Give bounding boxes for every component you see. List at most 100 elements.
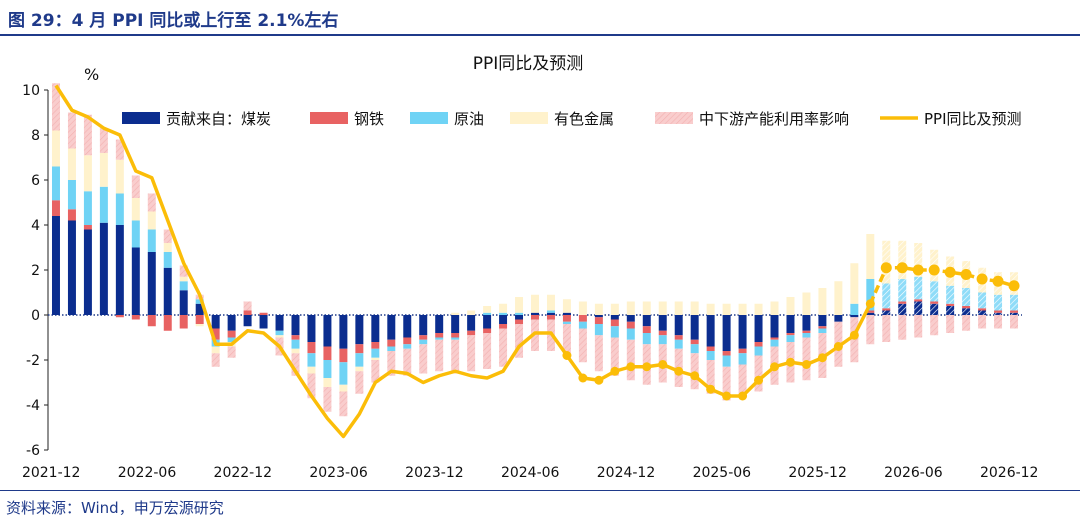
bar-segment-3 — [99, 153, 108, 187]
bar-segment-3 — [291, 348, 300, 354]
bar-segment-4 — [978, 315, 987, 329]
source-rule — [0, 490, 1080, 491]
bar-segment-2 — [946, 285, 955, 304]
bar-segment-3 — [467, 310, 476, 315]
ppi-point — [992, 275, 1004, 287]
y-tick-label: 4 — [31, 218, 40, 234]
ppi-point — [817, 353, 827, 363]
bar-segment-3 — [898, 240, 907, 279]
bar-segment-4 — [706, 360, 715, 394]
bar-segment-4 — [882, 315, 891, 342]
bar-segment-1 — [131, 315, 140, 320]
bar-segment-0 — [259, 315, 268, 329]
bar-segment-3 — [499, 303, 508, 313]
bar-segment-0 — [163, 267, 172, 315]
bar-segment-3 — [578, 301, 587, 315]
bar-segment-2 — [914, 276, 923, 300]
bar-segment-3 — [51, 130, 60, 167]
bar-segment-1 — [1010, 310, 1019, 313]
bar-segment-0 — [722, 315, 731, 351]
bar-segment-0 — [834, 315, 843, 322]
legend: 贡献来自：煤炭 钢铁 原油 有色金属 中下游产能利用率影响 PPI同比及预测 — [122, 110, 1022, 128]
bar-segment-1 — [227, 330, 236, 338]
bar-segment-4 — [866, 315, 875, 345]
bar-segment-0 — [419, 315, 428, 336]
bar-segment-1 — [259, 312, 268, 315]
bar-segment-1 — [307, 342, 316, 354]
bar-segment-0 — [83, 229, 92, 315]
bar-segment-3 — [642, 301, 651, 315]
bar-segment-2 — [850, 303, 859, 315]
bar-segment-2 — [674, 339, 683, 349]
bar-segment-1 — [323, 346, 332, 360]
bar-segment-0 — [371, 315, 380, 342]
bar-segment-2 — [882, 283, 891, 309]
bar-segment-2 — [147, 229, 156, 252]
legend-swatch-2 — [410, 112, 448, 124]
ppi-point — [578, 373, 588, 383]
y-tick-label: -6 — [26, 443, 40, 459]
bar-segment-2 — [403, 344, 412, 349]
bar-segment-0 — [898, 303, 907, 315]
bar-segment-1 — [674, 335, 683, 340]
ppi-point — [944, 266, 956, 278]
bar-segment-1 — [706, 346, 715, 351]
bar-segment-2 — [754, 346, 763, 356]
y-tick-label: -2 — [26, 353, 40, 369]
bar-segment-1 — [994, 310, 1003, 313]
bar-segment-1 — [419, 335, 428, 340]
bar-segment-0 — [115, 225, 124, 315]
bar-segment-1 — [147, 315, 156, 327]
bar-segment-0 — [1010, 312, 1019, 315]
source-note: 资料来源：Wind，申万宏源研究 — [6, 499, 224, 517]
bar-segment-0 — [882, 310, 891, 315]
bar-segment-2 — [435, 337, 444, 340]
bar-segment-4 — [578, 328, 587, 363]
bar-segment-4 — [99, 128, 108, 153]
bar-segment-2 — [355, 353, 364, 367]
bar-segment-1 — [562, 315, 571, 322]
ppi-point — [594, 375, 604, 385]
ppi-point — [960, 269, 972, 280]
bar-segment-3 — [818, 288, 827, 315]
bar-segment-3 — [211, 346, 220, 354]
bar-segment-4 — [451, 339, 460, 374]
bar-segment-4 — [483, 333, 492, 369]
ppi-point — [849, 330, 859, 340]
bar-segment-4 — [499, 328, 508, 367]
bar-segment-1 — [371, 342, 380, 349]
bar-segment-2 — [610, 326, 619, 338]
bar-segment-0 — [467, 315, 476, 331]
bar-segment-3 — [754, 303, 763, 315]
bar-segment-3 — [531, 294, 539, 313]
bar-segment-2 — [371, 348, 380, 358]
bar-segment-2 — [786, 335, 795, 342]
bar-segment-4 — [419, 344, 428, 374]
bar-segment-4 — [115, 139, 124, 160]
bar-segment-2 — [483, 312, 492, 315]
bar-segment-4 — [339, 391, 348, 417]
bar-segment-2 — [99, 186, 108, 223]
ppi-point — [642, 362, 652, 372]
bar-segment-3 — [67, 148, 76, 180]
bar-segment-2 — [994, 294, 1003, 311]
bar-segment-1 — [83, 225, 92, 230]
ppi-point — [770, 362, 780, 372]
bar-segment-2 — [307, 353, 316, 367]
bar-segment-0 — [994, 312, 1003, 315]
bar-segment-3 — [451, 312, 460, 315]
bar-segment-0 — [531, 312, 539, 315]
bar-segment-4 — [435, 339, 444, 372]
bar-segment-1 — [243, 310, 252, 315]
bar-segment-3 — [562, 299, 571, 313]
bar-segment-3 — [323, 378, 332, 387]
bar-segment-4 — [179, 265, 188, 277]
bar-segment-3 — [371, 357, 380, 360]
bar-segment-0 — [962, 308, 971, 315]
legend-label: 中下游产能利用率影响 — [699, 110, 849, 128]
bar-segment-0 — [642, 315, 651, 327]
bar-segment-4 — [243, 301, 252, 311]
bar-segment-2 — [594, 324, 603, 336]
legend-swatch-4 — [655, 112, 693, 124]
ppi-point — [610, 366, 620, 376]
